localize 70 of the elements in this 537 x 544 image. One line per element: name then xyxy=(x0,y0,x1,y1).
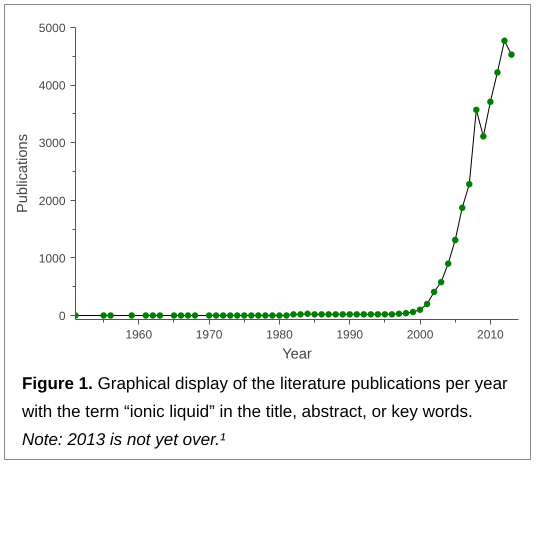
point xyxy=(444,260,452,267)
point xyxy=(269,312,276,319)
point xyxy=(466,180,473,188)
point xyxy=(480,133,487,140)
x-axis-title: Year xyxy=(282,346,312,362)
x-tick-label: 1960 xyxy=(125,328,152,342)
point xyxy=(332,311,339,318)
point xyxy=(255,312,262,319)
y-tick-label: 5000 xyxy=(38,21,66,35)
point xyxy=(192,312,198,319)
x-tick-label: 2010 xyxy=(477,328,504,342)
point xyxy=(346,311,353,318)
point xyxy=(354,311,360,318)
point xyxy=(248,312,255,319)
point xyxy=(318,311,325,318)
x-tick-label: 1980 xyxy=(266,328,294,342)
point xyxy=(150,312,156,319)
point xyxy=(494,69,501,76)
point xyxy=(142,312,150,319)
point xyxy=(382,311,388,318)
point xyxy=(128,312,136,319)
point xyxy=(276,312,283,319)
point xyxy=(402,310,410,316)
point xyxy=(206,312,212,319)
point xyxy=(220,312,226,319)
point xyxy=(501,38,508,44)
point xyxy=(473,106,480,114)
point xyxy=(156,312,164,319)
point xyxy=(374,311,382,318)
point xyxy=(438,278,444,286)
text: Note: 2013 is not yet over.¹ xyxy=(22,430,226,449)
point xyxy=(212,312,220,319)
y-tick-label: 2000 xyxy=(38,194,66,208)
y-tick-label: 1000 xyxy=(38,251,66,266)
y-tick-label: 3000 xyxy=(38,136,66,150)
point xyxy=(416,306,424,313)
point xyxy=(360,311,368,318)
point xyxy=(234,312,240,319)
caption: Figure 1. Graphical display of the literature publications per year with the term “ionic liquid” in the title, abstract, or key words. xyxy=(22,374,508,421)
point xyxy=(290,311,297,318)
point xyxy=(262,312,269,319)
x-tick-label: 1990 xyxy=(336,328,364,342)
y-tick-label: 0 xyxy=(58,308,66,323)
point xyxy=(508,51,515,58)
point xyxy=(226,312,234,319)
point xyxy=(311,311,318,318)
point xyxy=(107,312,114,319)
point xyxy=(388,311,396,318)
point xyxy=(396,310,402,317)
point xyxy=(487,98,494,106)
point xyxy=(283,312,290,319)
point xyxy=(100,312,107,319)
point xyxy=(339,311,346,318)
point xyxy=(452,236,458,244)
x-tick-label: 1970 xyxy=(196,328,223,342)
point xyxy=(304,310,311,317)
x-tick-label: 2000 xyxy=(406,328,434,342)
point xyxy=(430,288,438,296)
point xyxy=(241,312,248,319)
point xyxy=(410,308,416,316)
y-axis-title: Publications xyxy=(14,134,31,214)
point xyxy=(424,300,430,308)
point xyxy=(170,312,178,319)
y-tick-label: 4000 xyxy=(38,78,66,93)
point xyxy=(184,312,192,319)
point xyxy=(297,311,304,318)
point xyxy=(458,204,466,212)
point xyxy=(178,312,184,319)
point xyxy=(325,311,332,318)
point xyxy=(368,311,374,318)
